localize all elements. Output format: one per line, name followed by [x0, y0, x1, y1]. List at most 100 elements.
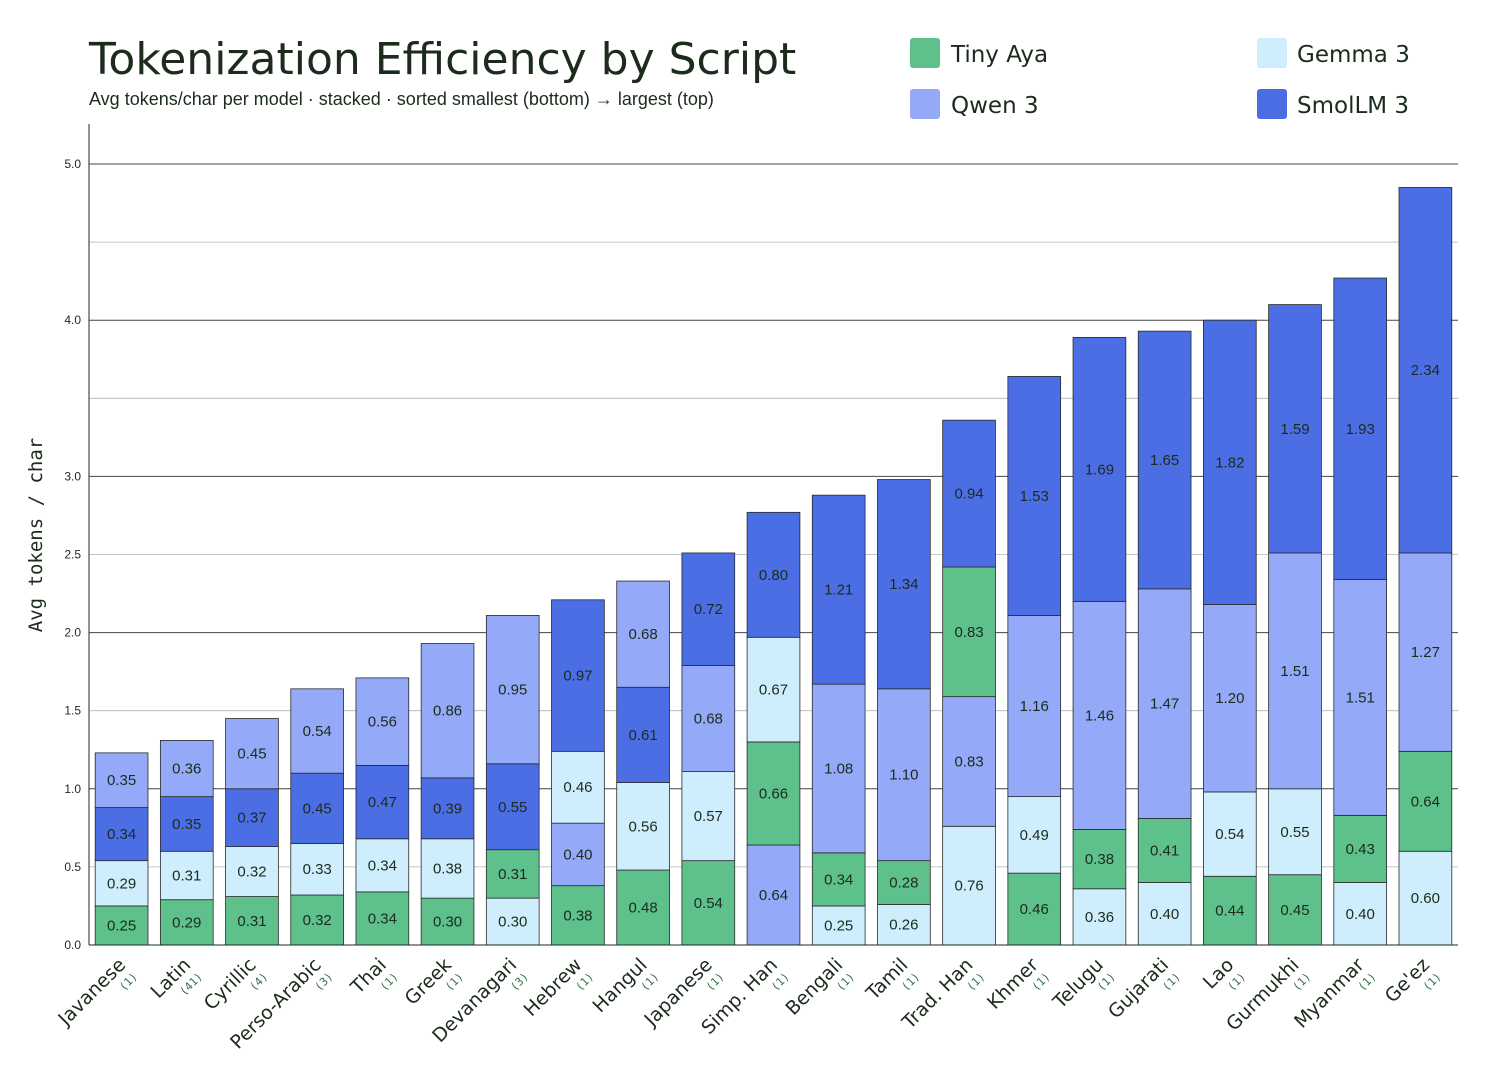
x-tick-bengali: Bengali(1)	[781, 954, 857, 1020]
data-label: 0.46	[563, 779, 592, 796]
data-label: 0.40	[563, 846, 592, 863]
x-tick-telugu: Telugu(1)	[1048, 954, 1118, 1014]
data-label: 1.10	[889, 767, 918, 784]
data-label: 1.46	[1085, 707, 1114, 724]
data-label: 1.47	[1150, 696, 1179, 713]
data-label: 0.66	[759, 785, 788, 802]
data-label: 0.35	[107, 772, 136, 789]
bar-segment-gemma-3	[485, 897, 540, 946]
bar-segment-smollm-3	[1398, 187, 1453, 554]
bar-segment-smollm-3	[94, 807, 149, 862]
y-axis-ticks: 0.0 0.5 1.0 1.5 2.0 2.5 3.0 4.0 5.0	[64, 157, 81, 952]
data-label: 1.69	[1085, 461, 1114, 478]
data-label: 0.29	[107, 875, 136, 892]
bar-segment-tiny-aya	[1137, 818, 1192, 883]
data-label: 1.93	[1346, 421, 1375, 438]
bar-myanmar: 0.40 0.43 1.51 1.93	[1333, 277, 1388, 946]
data-label: 0.54	[1215, 826, 1244, 843]
x-tick-hebrew: Hebrew(1)	[520, 954, 597, 1021]
data-label: 1.16	[1020, 698, 1049, 715]
bar-ge-ez: 0.60 0.64 1.27 2.34	[1398, 187, 1453, 946]
bar-segment-qwen-3	[877, 688, 931, 862]
bar-segment-smollm-3	[485, 763, 540, 851]
data-label: 0.29	[172, 914, 201, 931]
bar-hebrew: 0.38 0.40 0.46 0.97	[551, 599, 605, 946]
data-label: 0.83	[954, 753, 983, 770]
bar-segment-qwen-3	[225, 718, 279, 790]
data-label: 0.80	[759, 567, 788, 584]
y-tick-label: 5.0	[64, 157, 81, 171]
bar-segment-gemma-3	[225, 846, 279, 897]
bar-segment-smollm-3	[877, 479, 931, 690]
data-label: 0.30	[433, 914, 462, 931]
bar-segment-smollm-3	[942, 419, 996, 568]
bar-trad-han: 0.76 0.83 0.83 0.94	[942, 419, 996, 946]
data-label: 1.51	[1280, 663, 1309, 680]
bar-segment-qwen-3	[1268, 552, 1322, 790]
bar-segment-qwen-3	[485, 615, 540, 765]
bar-gujarati: 0.40 0.41 1.47 1.65	[1137, 330, 1192, 946]
bar-segment-gemma-3	[159, 850, 214, 901]
bar-hangul: 0.48 0.56 0.61 0.68	[616, 580, 670, 946]
y-tick-label: 0.5	[64, 860, 81, 874]
y-tick-label: 1.5	[64, 704, 81, 718]
bar-segment-gemma-3	[551, 750, 605, 824]
data-label: 0.31	[172, 867, 201, 884]
bar-segment-qwen-3	[681, 665, 736, 773]
bar-segment-smollm-3	[1137, 330, 1192, 590]
x-tick-latin: Latin(41)	[147, 954, 206, 1003]
data-label: 0.34	[368, 857, 397, 874]
data-label: 0.56	[368, 714, 397, 731]
legend: Tiny Aya Gemma 3 Qwen 3 SmolLM 3	[910, 38, 1410, 119]
bar-latin: 0.29 0.31 0.35 0.36	[159, 739, 214, 946]
bar-segment-qwen-3	[616, 580, 670, 688]
data-label: 0.72	[694, 601, 723, 618]
data-label: 0.97	[563, 668, 592, 685]
data-label: 1.20	[1215, 690, 1244, 707]
bar-segment-tiny-aya	[681, 860, 736, 946]
y-tick-label: 2.0	[64, 626, 81, 640]
data-label: 1.08	[824, 760, 853, 777]
data-label: 2.34	[1411, 362, 1440, 379]
bar-simp-han: 0.64 0.66 0.67 0.80	[746, 511, 801, 946]
bar-segment-qwen-3	[1007, 615, 1062, 798]
legend-label-gemma-3: Gemma 3	[1297, 42, 1410, 68]
bar-segment-tiny-aya	[877, 860, 931, 905]
bar-cyrillic: 0.31 0.32 0.37 0.45	[225, 718, 279, 946]
y-axis-label: Avg tokens / char	[25, 438, 47, 632]
data-label: 0.64	[1411, 793, 1440, 810]
data-label: 0.40	[1346, 906, 1375, 923]
data-label: 0.47	[368, 794, 397, 811]
data-label: 0.33	[303, 861, 332, 878]
data-label: 0.54	[694, 895, 723, 912]
y-tick-label: 0.0	[64, 938, 81, 952]
x-tick-gujarati: Gujarati(1)	[1104, 954, 1183, 1023]
data-label: 0.48	[629, 900, 658, 917]
data-label: 0.49	[1020, 827, 1049, 844]
bar-segment-smollm-3	[616, 686, 670, 783]
data-label: 0.36	[172, 760, 201, 777]
bars: 0.25 0.29 0.34 0.35 0.29 0.31 0.35 0.36 0.31 0.32…	[94, 187, 1453, 946]
data-label: 0.34	[824, 871, 853, 888]
bar-lao: 0.44 0.54 1.20 1.82	[1203, 319, 1257, 946]
bar-segment-gemma-3	[877, 903, 931, 946]
x-tick-javanese: Javanese(1)	[53, 954, 140, 1031]
data-label: 1.65	[1150, 452, 1179, 469]
data-label: 0.37	[237, 810, 266, 827]
legend-swatch-smollm-3	[1257, 89, 1287, 119]
chart-title: Tokenization Efficiency by Script	[88, 34, 796, 85]
bar-javanese: 0.25 0.29 0.34 0.35	[94, 752, 149, 946]
y-tick-label: 1.0	[64, 782, 81, 796]
data-label: 0.61	[629, 727, 658, 744]
y-tick-label: 3.0	[64, 469, 81, 483]
bar-segment-smollm-3	[1333, 277, 1388, 580]
data-label: 1.21	[824, 582, 853, 599]
data-label: 0.32	[303, 912, 332, 929]
bar-segment-tiny-aya	[1333, 814, 1388, 883]
legend-swatch-qwen-3	[910, 89, 940, 119]
data-label: 0.36	[1085, 909, 1114, 926]
y-tick-label: 2.5	[64, 548, 81, 562]
data-label: 0.76	[954, 878, 983, 895]
data-label: 0.26	[889, 917, 918, 934]
